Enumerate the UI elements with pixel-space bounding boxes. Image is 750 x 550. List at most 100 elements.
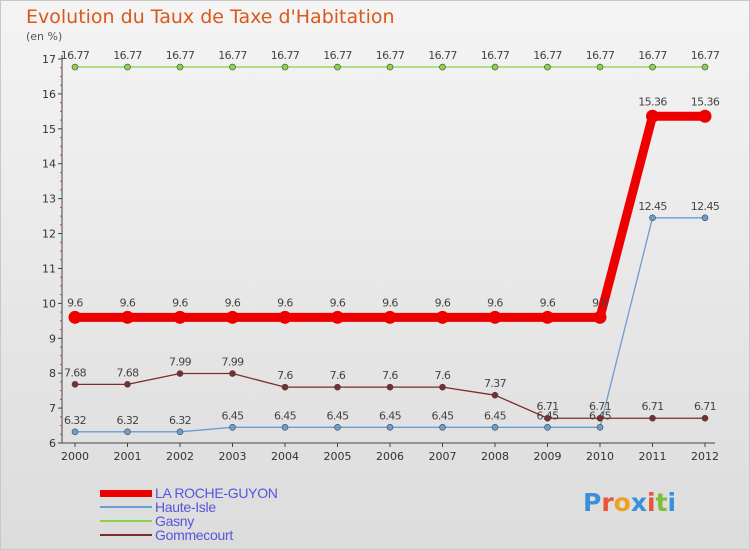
data-label: 16.77 [61, 49, 90, 62]
logo-letter: o [613, 488, 631, 517]
x-tick-label: 2005 [324, 450, 352, 463]
data-label: 6.45 [274, 409, 297, 422]
x-tick-label: 2002 [166, 450, 194, 463]
data-point [439, 423, 446, 431]
data-label: 16.77 [691, 49, 720, 62]
series-gommecourt: 7.68 7.68 7.99 7.99 7.6 7.6 7.6 7.6 7.37 6.71 6.71… [64, 356, 717, 422]
data-label: 16.77 [323, 49, 352, 62]
data-point [281, 383, 289, 391]
data-label: 9.6 [225, 296, 241, 309]
data-point [386, 383, 394, 391]
data-label: 16.77 [638, 49, 667, 62]
data-point [386, 63, 394, 71]
legend-label: LA ROCHE-GUYON [155, 485, 278, 501]
data-point [278, 310, 292, 324]
data-label: 12.45 [691, 200, 720, 213]
legend-item-gommecourt: Gommecourt [100, 527, 278, 543]
y-tick-label: 13 [42, 193, 56, 206]
legend-swatch [100, 520, 152, 522]
data-point [68, 310, 82, 324]
data-point [176, 370, 184, 377]
data-point [176, 428, 184, 436]
data-point [229, 370, 236, 377]
data-point [124, 428, 131, 436]
data-label: 9.6 [382, 296, 398, 309]
data-point [596, 423, 604, 431]
x-tick-label: 2007 [429, 450, 457, 463]
data-label: 9.6 [172, 296, 188, 309]
y-tick-label: 16 [42, 88, 56, 101]
data-point [544, 63, 551, 71]
data-point [71, 381, 79, 388]
data-label: 16.77 [113, 49, 142, 62]
data-point [124, 381, 131, 388]
data-label: 16.77 [166, 49, 195, 62]
y-tick-label: 11 [42, 262, 56, 275]
x-tick-label: 2012 [691, 450, 719, 463]
data-label: 16.77 [586, 49, 615, 62]
legend-label: Gommecourt [155, 527, 233, 543]
data-point [439, 383, 446, 391]
y-tick-label: 6 [49, 437, 56, 450]
data-point [229, 63, 236, 71]
series-la-roche-guyon: 9.6 9.6 9.6 9.6 9.6 9.6 9.6 9.6 9.6 9.6 9.6 15.36 15… [67, 95, 720, 324]
series-gasny: 16.77 16.77 16.77 16.77 16.77 16.77 16.77 16.77… [61, 49, 720, 71]
data-label: 6.71 [589, 400, 611, 413]
chart-legend: LA ROCHE-GUYON Haute-Isle Gasny Gommecourt [100, 485, 278, 543]
data-point [226, 310, 239, 324]
data-point [491, 423, 499, 431]
legend-item-la-roche-guyon: LA ROCHE-GUYON [100, 485, 278, 501]
x-tick-label: 2011 [639, 450, 667, 463]
data-point [71, 428, 79, 436]
x-tick-label: 2003 [219, 450, 247, 463]
data-point [281, 63, 289, 71]
data-label: 15.36 [638, 95, 667, 108]
data-label: 9.6 [435, 296, 451, 309]
data-label: 6.45 [431, 409, 454, 422]
data-label: 6.32 [169, 414, 191, 427]
data-label: 16.77 [271, 49, 300, 62]
y-tick-label: 15 [42, 123, 56, 136]
legend-label: Gasny [155, 513, 194, 529]
data-label: 7.68 [116, 366, 139, 379]
data-label: 6.71 [536, 400, 558, 413]
data-point [334, 63, 341, 71]
data-point [593, 310, 607, 324]
logo-letter: i [667, 488, 677, 517]
y-tick-label: 7 [49, 402, 56, 415]
x-tick-label: 2006 [376, 450, 404, 463]
data-point [596, 63, 604, 71]
data-point [439, 63, 446, 71]
data-label: 6.71 [641, 400, 663, 413]
legend-item-gasny: Gasny [100, 513, 278, 529]
x-tick-label: 2000 [61, 450, 89, 463]
data-label: 15.36 [691, 95, 720, 108]
y-tick-label: 9 [49, 332, 56, 345]
data-point [544, 414, 551, 422]
data-point [541, 310, 554, 324]
data-point [701, 63, 709, 71]
data-label: 9.6 [277, 296, 293, 309]
data-label: 16.77 [376, 49, 405, 62]
data-point [281, 423, 289, 431]
logo-letter: t [655, 488, 668, 517]
data-label: 7.6 [330, 369, 346, 382]
x-tick-label: 2009 [534, 450, 562, 463]
data-point [176, 63, 184, 71]
data-point [436, 310, 449, 324]
data-point [334, 423, 341, 431]
data-label: 7.99 [221, 356, 244, 369]
data-label: 9.6 [120, 296, 136, 309]
x-tick-label: 2001 [114, 450, 142, 463]
unit-label: (en %) [26, 30, 63, 43]
data-point [649, 214, 656, 222]
data-label: 6.71 [694, 400, 716, 413]
data-point [701, 414, 709, 422]
y-tick-label: 14 [42, 158, 56, 171]
data-point [386, 423, 394, 431]
y-tick-label: 8 [49, 367, 56, 380]
data-label: 9.6 [330, 296, 346, 309]
data-label: 6.45 [326, 409, 349, 422]
